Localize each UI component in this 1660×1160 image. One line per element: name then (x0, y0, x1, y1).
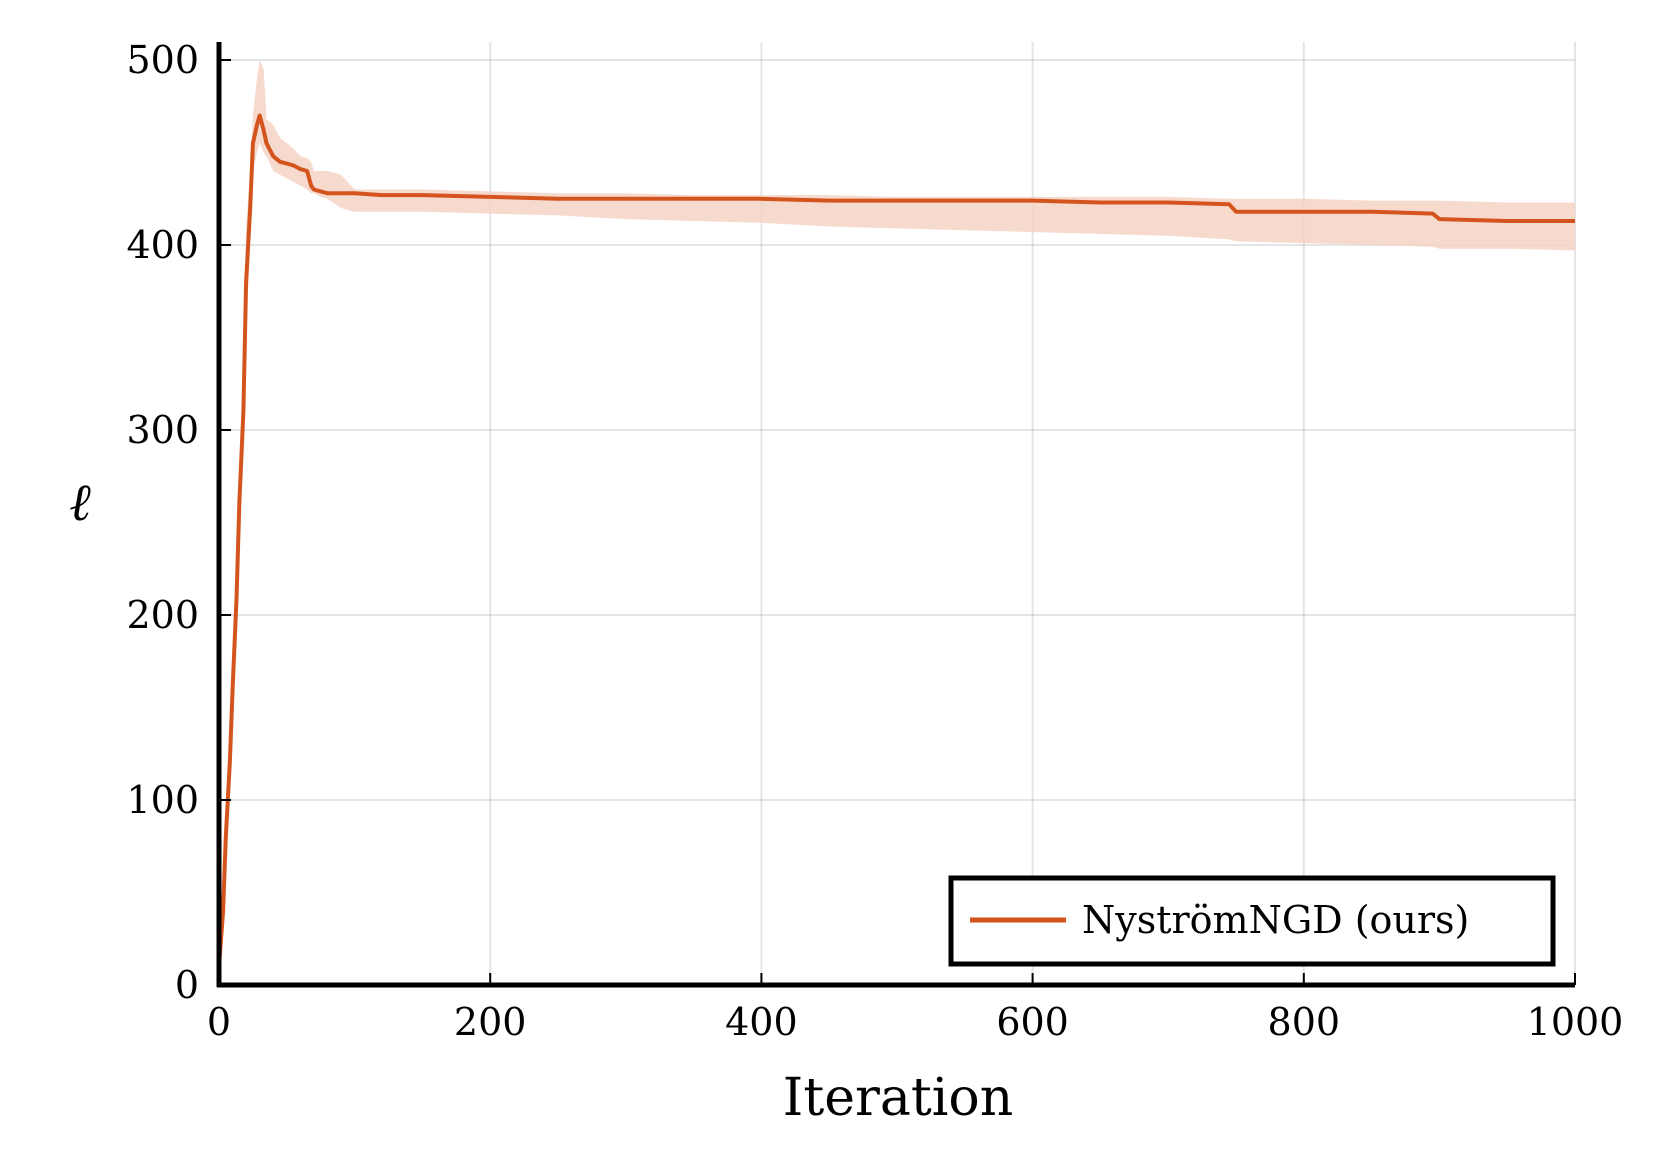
y-tick-label: 500 (126, 38, 199, 82)
x-tick-label: 200 (454, 1000, 527, 1044)
x-tick-label: 1000 (1527, 1000, 1624, 1044)
y-tick-label: 400 (126, 223, 199, 267)
axis-layer (216, 42, 1576, 988)
x-tick-label: 0 (207, 1000, 231, 1044)
grid-layer (218, 42, 1576, 986)
y-tick-label: 0 (175, 963, 199, 1007)
y-tick-label: 100 (126, 778, 199, 822)
y-axis-title: ℓ (69, 473, 91, 533)
x-tick-label: 800 (1268, 1000, 1341, 1044)
legend: NyströmNGD (ours) (948, 875, 1556, 967)
series-line (217, 113, 1575, 967)
x-tick-label: 600 (996, 1000, 1069, 1044)
y-tick-label: 300 (126, 408, 199, 452)
legend-label: NyströmNGD (ours) (1082, 898, 1469, 942)
y-tick-label: 200 (126, 593, 199, 637)
series-line-layer (217, 113, 1575, 967)
tick-label-layer: 0 200 400 600 800 1000 0 100 200 300 400 500 (126, 38, 1623, 1044)
x-axis-title: Iteration (783, 1068, 1013, 1128)
x-tick-label: 400 (725, 1000, 798, 1044)
